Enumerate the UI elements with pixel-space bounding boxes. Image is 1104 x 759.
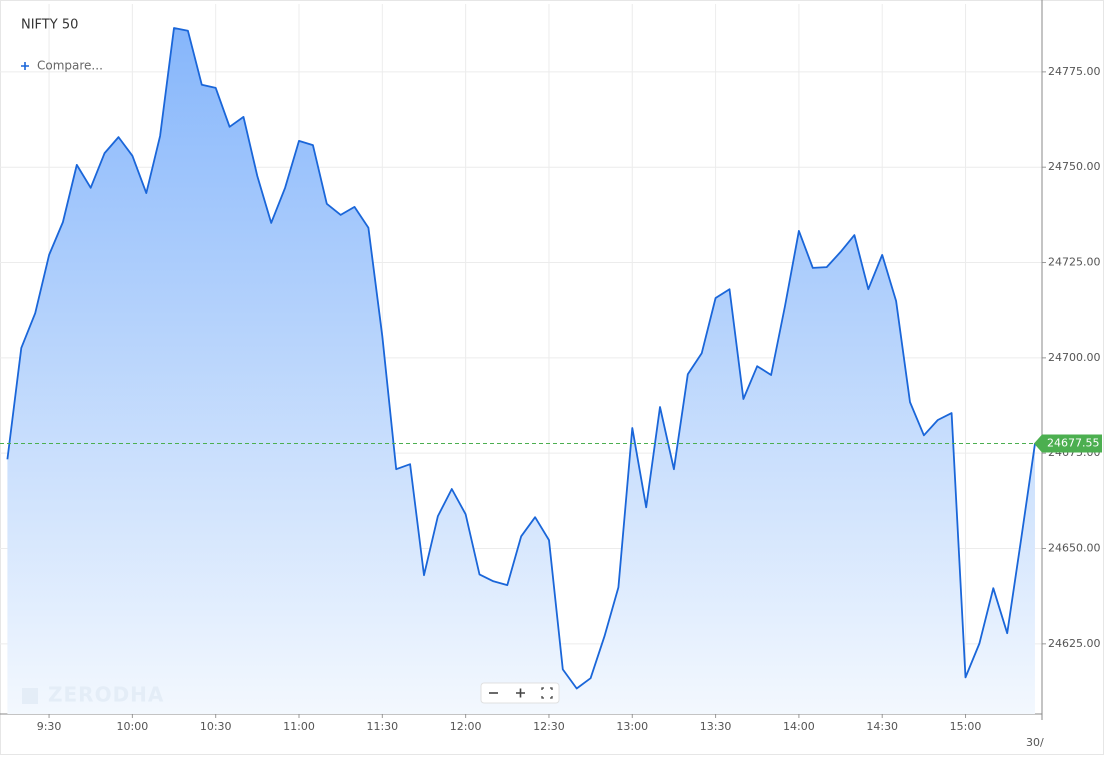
- x-tick-label: 12:30: [533, 720, 565, 733]
- y-tick-label: 24725.00: [1048, 256, 1101, 269]
- y-tick-label: 24750.00: [1048, 160, 1101, 173]
- y-tick-label: 24650.00: [1048, 542, 1101, 555]
- x-tick-label: 15:00: [950, 720, 982, 733]
- y-tick-label: 24700.00: [1048, 351, 1101, 364]
- y-tick-label: 24775.00: [1048, 65, 1101, 78]
- x-tick-label: 12:00: [450, 720, 482, 733]
- last-price-badge: [1034, 434, 1102, 453]
- x-tick-label: 9:30: [37, 720, 62, 733]
- zoom-controls: [480, 682, 560, 704]
- x-tick-label: 14:30: [866, 720, 898, 733]
- x-tick-label: 11:30: [366, 720, 398, 733]
- date-label: 30/: [1026, 736, 1044, 749]
- x-tick-label: 13:00: [616, 720, 648, 733]
- x-tick-label: 10:30: [200, 720, 232, 733]
- watermark-logo: [22, 688, 38, 704]
- last-price-label: 24677.55: [1047, 436, 1100, 449]
- y-tick-label: 24625.00: [1048, 637, 1101, 650]
- compare-button[interactable]: Compare...: [21, 59, 103, 73]
- x-tick-label: 10:00: [117, 720, 149, 733]
- watermark: ZERODHA: [48, 683, 164, 707]
- compare-label[interactable]: Compare...: [37, 59, 103, 73]
- x-tick-label: 11:00: [283, 720, 315, 733]
- x-tick-label: 13:30: [700, 720, 732, 733]
- x-tick-label: 14:00: [783, 720, 815, 733]
- chart-title: NIFTY 50: [21, 18, 78, 33]
- zoom-in[interactable]: [516, 688, 525, 698]
- area: [7, 28, 1035, 714]
- price-line: [6, 27, 1036, 690]
- plus-icon: [21, 62, 29, 70]
- fullscreen[interactable]: [541, 687, 553, 699]
